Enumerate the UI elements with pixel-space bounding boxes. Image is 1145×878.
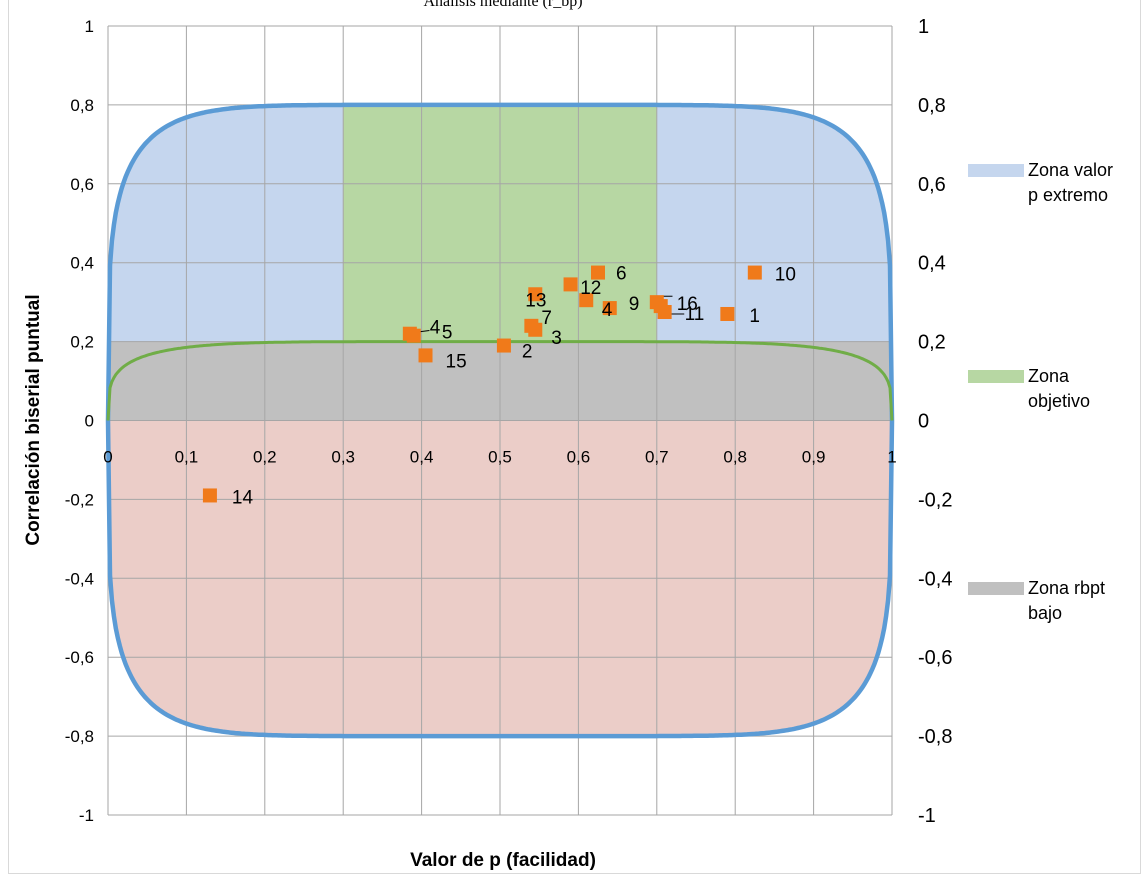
y-tick-label-right: -0,2 [918,489,952,511]
data-point-label: 4 [602,300,613,321]
legend-swatch [968,164,1024,177]
legend-swatch [968,582,1024,595]
data-point-marker [602,301,617,316]
data-point-marker [720,306,735,321]
x-tick-label: 0,3 [331,448,355,467]
data-point-label: 6 [616,264,627,285]
data-point-label: 4 [430,318,441,339]
x-tick-label: 0,8 [723,448,747,467]
y-tick-label-left: 0,8 [70,96,94,115]
x-tick-label: 0,2 [253,448,277,467]
y-tick-label-left: 0 [85,412,94,431]
zone-extreme-p-left [108,104,344,342]
chart-frame [8,0,1141,874]
legend-label: Zona objetivo [1028,366,1090,411]
data-point-label: 12 [580,278,601,299]
y-tick-label-left: -0,4 [65,569,94,588]
chart-tick-labels: 0 0,1 0,2 0,3 0,4 0,5 0,6 0,7 0,8 0,9 11 10,8 0,80,6… [65,16,953,827]
y-tick-label-left: 0,2 [70,333,94,352]
y-tick-label-right: -0,8 [918,726,952,748]
y-axis-title: Correlación biserial puntual [23,294,44,545]
data-point-label: 10 [775,265,796,286]
x-tick-label: 0,6 [567,448,591,467]
zone-extreme-p-right [656,104,892,342]
y-tick-label-right: -0,6 [918,647,952,669]
data-point-marker [563,277,578,292]
y-tick-label-left: -0,6 [65,648,94,667]
data-point-marker [579,293,594,308]
data-point-marker [524,318,539,333]
chart-legend: Zona valor p extremo Zona objetivo Zona rbpt… [968,160,1113,623]
chart-grid [107,25,893,816]
data-point-label: 9 [629,294,640,315]
x-tick-label: 0,9 [802,448,826,467]
data-point-label: 15 [446,351,467,372]
data-point-label: 5 [442,323,453,344]
y-tick-label-left: -0,8 [65,727,94,746]
data-point-label: 16 [677,294,698,315]
data-point-label: 2 [522,342,533,363]
data-point-marker [653,299,668,314]
y-tick-label-right: 1 [918,16,929,38]
y-tick-label-right: 0,4 [918,253,946,275]
y-tick-label-left: 0,4 [70,254,94,273]
y-tick-label-right: -1 [918,805,936,827]
data-point-marker [496,338,511,353]
data-point-label: 13 [525,290,546,311]
data-point-marker [528,287,543,302]
x-tick-label: 1 [887,448,896,467]
chart-title: Análisis mediante (r_bp) [423,0,582,10]
legend-swatch [968,370,1024,383]
data-point-marker [418,348,433,363]
y-tick-label-right: 0,8 [918,95,946,117]
y-tick-label-right: 0 [918,411,929,433]
data-point-marker [591,265,605,280]
data-point-label: 11 [685,304,705,325]
x-axis-title: Valor de p (facilidad) [410,850,596,871]
legend-label: Zona valor p extremo [1028,160,1113,205]
data-point-marker [202,488,217,503]
data-point-marker [747,265,762,280]
data-point-label: 14 [232,487,254,508]
data-point-label: 1 [749,306,760,327]
x-tick-label: 0,4 [410,448,434,467]
y-tick-label-left: -0,2 [65,490,94,509]
y-tick-label-right: -0,4 [918,568,952,590]
data-point-label: 3 [551,328,562,349]
x-tick-label: 0,7 [645,448,669,467]
x-tick-label: 0 [103,448,112,467]
data-point-marker [402,326,417,341]
x-tick-label: 0,5 [488,448,512,467]
chart-points [202,265,762,503]
y-tick-label-left: -1 [79,806,94,825]
data-point-label: 7 [541,308,552,329]
y-tick-label-left: 1 [85,17,94,36]
y-tick-label-right: 0,2 [918,332,946,354]
legend-label: Zona rbpt bajo [1028,578,1105,623]
y-tick-label-left: 0,6 [70,175,94,194]
y-tick-label-right: 0,6 [918,174,946,196]
x-tick-label: 0,1 [175,448,199,467]
